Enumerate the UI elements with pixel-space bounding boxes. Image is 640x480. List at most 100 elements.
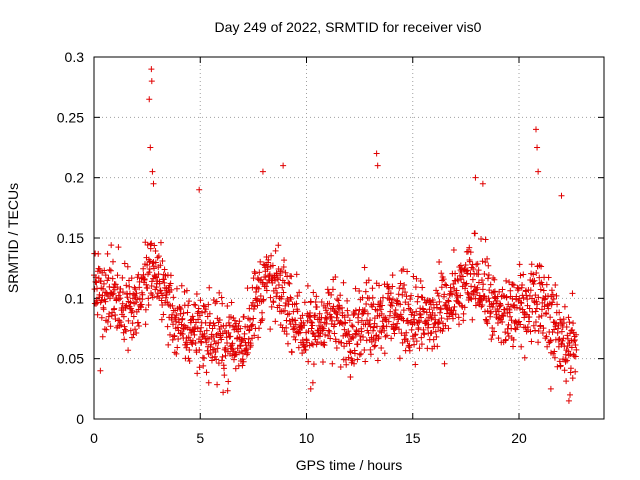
data-point [474,260,481,267]
data-point [266,271,273,278]
data-point [476,292,483,299]
data-point [309,330,316,337]
data-point [247,342,254,349]
data-point [213,298,220,305]
data-point [146,96,153,103]
data-point [418,334,425,341]
data-point [329,286,336,293]
data-point [207,350,214,357]
data-point [308,325,315,332]
data-point [109,275,116,282]
data-point [249,321,256,328]
data-point [100,280,107,287]
data-point [173,350,180,357]
data-point [450,246,457,253]
data-point [564,343,571,350]
data-point [503,294,510,301]
data-point [159,257,166,264]
data-point [309,379,316,386]
data-point [440,276,447,283]
data-point [474,289,481,296]
data-point [515,285,522,292]
data-point [532,308,539,315]
data-point [398,314,405,321]
data-point [507,313,514,320]
data-point [434,290,441,297]
data-point [119,289,126,296]
data-point [517,299,524,306]
data-point [215,360,222,367]
data-point [269,262,276,269]
data-point [491,276,498,283]
data-point [177,306,184,313]
data-point [196,346,203,353]
data-point [385,290,392,297]
data-point [438,315,445,322]
data-point [328,313,335,320]
data-point [149,294,156,301]
data-point [216,316,223,323]
y-tick-label: 0.15 [57,230,84,246]
data-point [441,291,448,298]
data-point [238,338,245,345]
data-point [185,334,192,341]
data-point [153,274,160,281]
data-point [330,303,337,310]
data-point [114,272,121,279]
data-point [252,288,259,295]
data-point [549,329,556,336]
data-point [99,292,106,299]
data-point [463,280,470,287]
data-point [456,321,463,328]
data-point [221,365,228,372]
data-point [198,339,205,346]
data-point [561,367,568,374]
data-point [114,284,121,291]
data-point [132,326,139,333]
data-point [325,327,332,334]
data-point [284,340,291,347]
data-point [567,351,574,358]
data-point [291,325,298,332]
data-point [224,387,231,394]
data-point [369,303,376,310]
data-point [189,341,196,348]
data-point [405,301,412,308]
data-point [117,295,124,302]
data-point [539,330,546,337]
data-point [443,310,450,317]
data-point [148,240,155,247]
data-point [219,353,226,360]
data-point [449,291,456,298]
data-point [389,272,396,279]
data-point [231,317,238,324]
data-point [194,370,201,377]
data-point [200,302,207,309]
data-point [251,332,258,339]
data-point [155,271,162,278]
data-point [482,236,489,243]
data-point [280,289,287,296]
data-point [424,324,431,331]
data-point [202,306,209,313]
data-point [279,284,286,291]
data-point [432,328,439,335]
data-point [249,299,256,306]
chart-title: Day 249 of 2022, SRMTID for receiver vis… [215,19,482,35]
y-tick-label: 0.25 [57,109,84,125]
data-point [572,341,579,348]
data-point [452,270,459,277]
data-point [341,326,348,333]
data-point [355,319,362,326]
data-point [377,298,384,305]
data-point [562,351,569,358]
x-tick-label: 5 [196,430,204,446]
x-tick-label: 15 [405,430,421,446]
data-point [108,242,115,249]
data-point [252,270,259,277]
data-point [570,338,577,345]
data-point [96,291,103,298]
data-point [479,302,486,309]
data-point [169,302,176,309]
data-point [508,317,515,324]
